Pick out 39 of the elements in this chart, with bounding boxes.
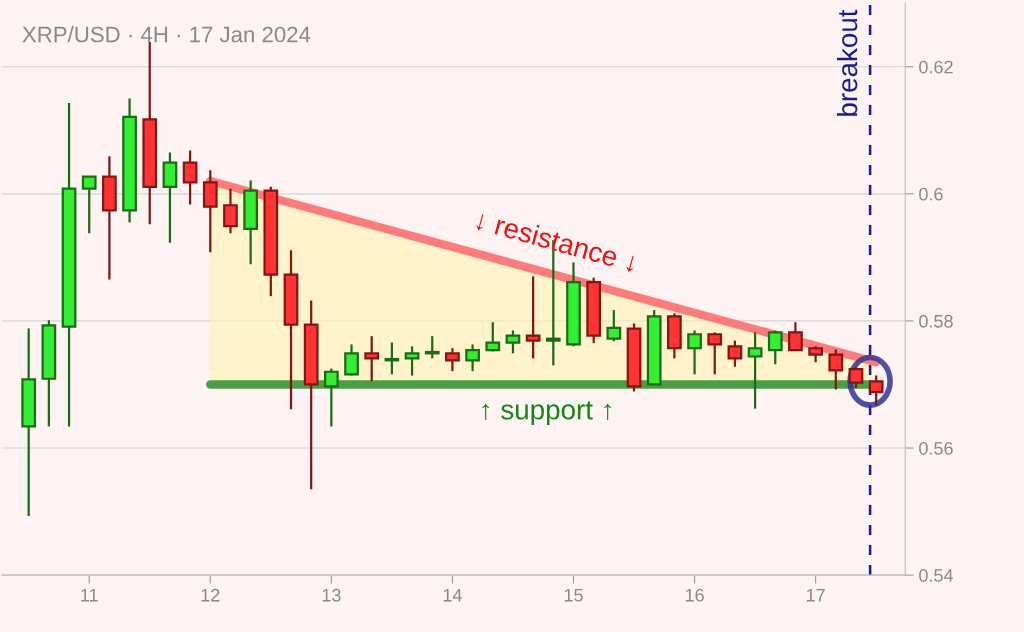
x-tick-label: 15 [564,588,583,602]
annotation: ↓ resistance ↓ [475,209,638,273]
candlestick [404,345,420,377]
y-tick-label: 0.6 [919,187,943,201]
candlestick [424,335,440,360]
x-tick-label: 13 [322,588,341,602]
candlestick [525,275,541,360]
candlestick [182,149,198,206]
candlestick [747,331,763,410]
candlestick [727,339,743,368]
x-tick-label: 11 [81,588,98,602]
candlestick [364,335,380,383]
candlestick [606,309,622,343]
x-tick-label: 17 [806,588,825,602]
x-tick-label: 16 [685,588,704,602]
ref-line-label: breakout [836,9,858,116]
candlestick [465,343,480,373]
candlestick [445,347,460,373]
annotation: ↑ support ↑ [482,401,611,426]
candlestick [828,348,844,391]
text: XRP/USD · 4H · 17 Jan 2024 [22,26,311,43]
candlestick [323,367,339,428]
candlestick [788,321,803,352]
candlestick [868,374,884,407]
x-tick-label: 12 [201,588,220,602]
candlestick [707,331,723,376]
candlestick [81,175,97,235]
candlestick [485,321,501,353]
candlestick [687,329,702,376]
x-tick-label: 14 [443,588,462,602]
y-tick-label: 0.54 [919,569,954,582]
y-tick-label: 0.62 [919,60,953,74]
candlestick [223,187,238,235]
candlestick [344,343,359,377]
y-tick-label: 0.58 [919,314,953,328]
candlestick [767,329,783,366]
candlestick [505,329,521,355]
candlestick [848,366,864,390]
y-tick-label: 0.56 [919,441,953,455]
